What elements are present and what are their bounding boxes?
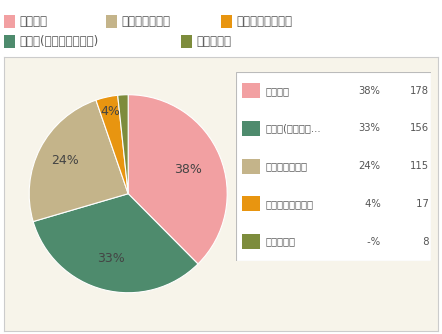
Text: 帰省した: 帰省した — [20, 15, 48, 28]
Text: 迎える立場である: 迎える立場である — [266, 199, 314, 209]
FancyBboxPatch shape — [236, 72, 431, 261]
Wedge shape — [33, 194, 198, 293]
Wedge shape — [118, 95, 128, 194]
Text: 帰省した: 帰省した — [266, 86, 290, 96]
Text: 帰省していない: 帰省していない — [122, 15, 171, 28]
Text: 24%: 24% — [51, 155, 79, 167]
Text: わからない: わからない — [266, 237, 296, 246]
Text: 156: 156 — [410, 124, 429, 133]
Bar — [242, 196, 260, 211]
Wedge shape — [128, 95, 227, 264]
Text: 24%: 24% — [358, 161, 381, 171]
Text: その他(自宅が実...: その他(自宅が実... — [266, 124, 321, 133]
Wedge shape — [29, 100, 128, 221]
Text: わからない: わからない — [197, 35, 232, 48]
Text: 33%: 33% — [358, 124, 381, 133]
Text: 4%: 4% — [100, 105, 120, 118]
Text: 38%: 38% — [358, 86, 381, 96]
Text: 115: 115 — [410, 161, 429, 171]
Text: 178: 178 — [410, 86, 429, 96]
Bar — [242, 83, 260, 98]
Text: -%: -% — [364, 237, 381, 246]
Bar — [242, 234, 260, 249]
Text: 8: 8 — [416, 237, 429, 246]
Text: その他(自宅が実家など): その他(自宅が実家など) — [20, 35, 99, 48]
Bar — [242, 159, 260, 174]
Text: 38%: 38% — [174, 163, 202, 176]
Bar — [242, 121, 260, 136]
Text: 33%: 33% — [98, 253, 125, 266]
Text: 帰省していない: 帰省していない — [266, 161, 308, 171]
Text: 4%: 4% — [362, 199, 381, 209]
Wedge shape — [96, 95, 128, 194]
Text: 迎える立場である: 迎える立場である — [236, 15, 293, 28]
Text: 17: 17 — [413, 199, 429, 209]
